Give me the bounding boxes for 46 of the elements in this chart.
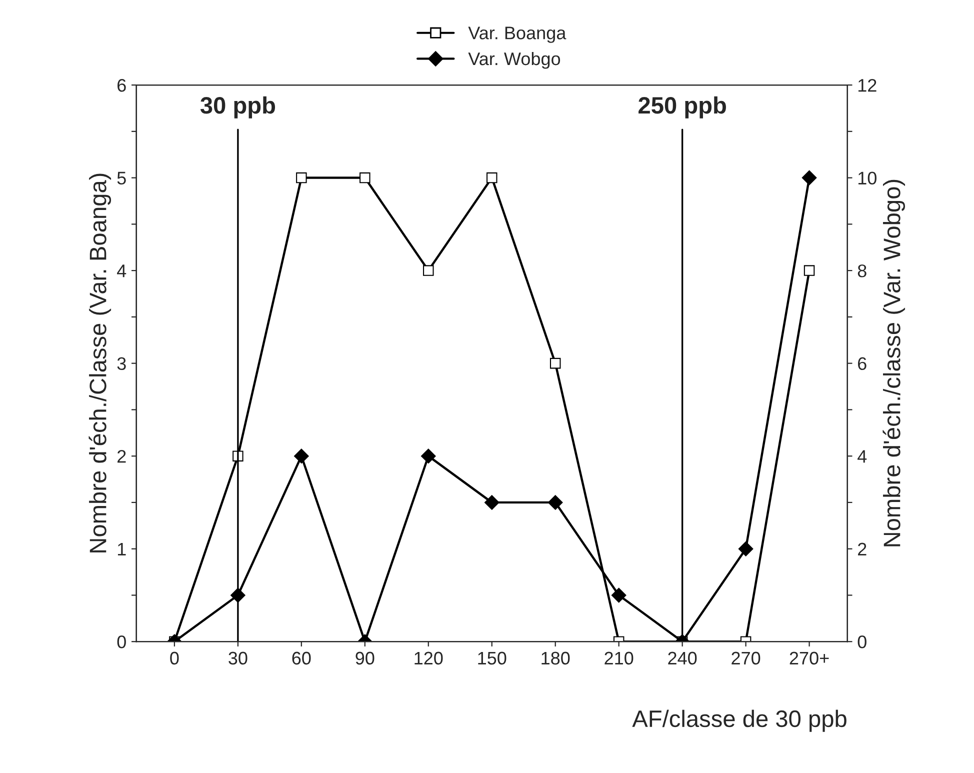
x-tick-label: 30 (228, 652, 248, 665)
point (360, 172, 370, 184)
y2-axis-title: Nombre d'éch./classe (Var. Wobgo) (882, 180, 906, 546)
x-tick-label: 60 (292, 652, 311, 665)
x-tick-label: 270+ (790, 652, 829, 665)
y2-tick-label: 12 (858, 78, 876, 92)
y-tick-label: 3 (117, 357, 126, 370)
x-tick-label: 180 (542, 652, 570, 665)
x-tick-label: 270 (732, 652, 760, 665)
x-tick-label: 0 (170, 652, 179, 665)
point (484, 495, 500, 510)
x-tick-label: 240 (668, 652, 697, 665)
ref-line-label: 30 ppb (200, 96, 276, 118)
y-tick-label: 5 (117, 172, 126, 185)
y2-tick-label: 8 (858, 264, 866, 278)
point (486, 172, 498, 184)
y-tick-label: 1 (118, 542, 126, 556)
legend-label: Var. Boanga (468, 26, 566, 43)
point (804, 265, 815, 276)
legend-label: Var. Wobgo (468, 52, 560, 69)
point (230, 588, 246, 603)
y2-tick-label: 4 (858, 450, 867, 463)
y-tick-label: 6 (118, 78, 126, 92)
x-tick-label: 210 (604, 652, 634, 665)
point (423, 265, 434, 276)
x-tick-label: 120 (414, 652, 443, 665)
point (802, 170, 817, 186)
point (611, 588, 626, 603)
y-tick-label: 4 (117, 264, 126, 278)
x-tick-label: 90 (356, 652, 374, 665)
y-tick-label: 0 (117, 636, 126, 648)
y2-tick-label: 2 (858, 542, 866, 556)
point (420, 448, 436, 464)
point (550, 358, 561, 369)
y2-tick-label: 0 (858, 636, 866, 648)
point (294, 448, 309, 464)
x-axis-title: AF/classe de 30 ppb (632, 710, 846, 732)
point (548, 495, 563, 510)
y2-tick-label: 6 (858, 357, 866, 370)
point (738, 541, 754, 556)
point (296, 172, 307, 184)
y2-tick-label: 10 (858, 172, 876, 185)
y-tick-label: 2 (118, 450, 126, 463)
ref-line-label: 250 ppb (638, 96, 726, 118)
y-axis-title: Nombre d'éch./Classe (Var. Boanga) (88, 174, 112, 552)
x-tick-label: 150 (478, 652, 506, 665)
